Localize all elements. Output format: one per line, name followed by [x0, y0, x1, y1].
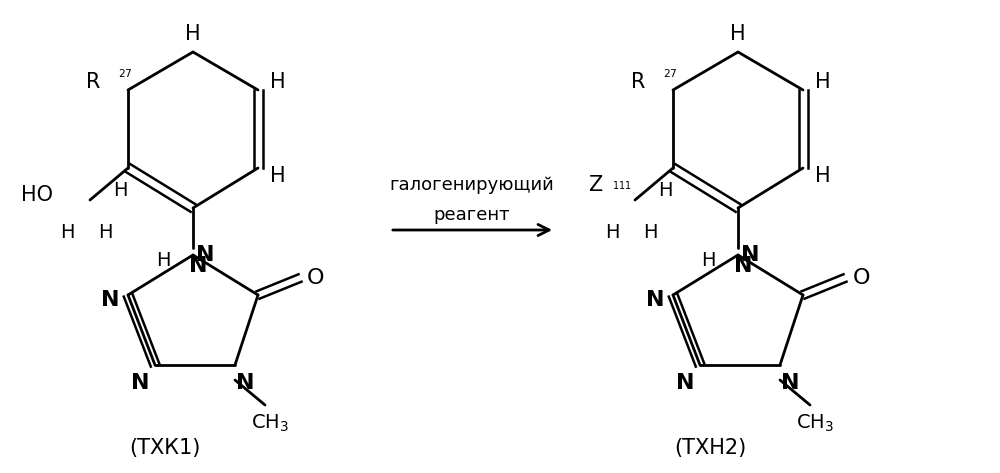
Text: N: N [734, 256, 752, 276]
Text: CH$_3$: CH$_3$ [251, 412, 289, 434]
Text: H: H [815, 166, 831, 186]
Text: O: O [852, 268, 870, 288]
Text: O: O [307, 268, 325, 288]
Text: H: H [643, 222, 657, 242]
Text: H: H [701, 251, 715, 270]
Text: N: N [196, 245, 214, 265]
Text: (ТХК1): (ТХК1) [129, 438, 201, 458]
Text: (ТХН2): (ТХН2) [674, 438, 746, 458]
Text: N: N [236, 373, 254, 393]
Text: N: N [101, 290, 119, 310]
Text: N: N [189, 256, 207, 276]
Text: $^{27}$: $^{27}$ [663, 70, 678, 86]
Text: H: H [605, 222, 619, 242]
Text: $^{27}$: $^{27}$ [118, 70, 133, 86]
Text: R: R [631, 72, 645, 92]
Text: Z: Z [588, 175, 602, 195]
Text: H: H [60, 222, 74, 242]
Text: H: H [270, 166, 286, 186]
Text: H: H [185, 24, 201, 44]
Text: H: H [730, 24, 746, 44]
Text: галогенирующий: галогенирующий [390, 176, 554, 194]
Text: HO: HO [21, 185, 53, 205]
Text: H: H [270, 72, 286, 92]
Text: $^{111}$: $^{111}$ [612, 181, 632, 195]
Text: N: N [646, 290, 664, 310]
Text: H: H [815, 72, 831, 92]
Text: реагент: реагент [434, 206, 510, 224]
Text: N: N [781, 373, 799, 393]
Text: N: N [676, 373, 694, 393]
Text: H: H [658, 181, 672, 200]
Text: H: H [113, 181, 127, 200]
Text: H: H [98, 222, 112, 242]
Text: R: R [86, 72, 100, 92]
Text: N: N [131, 373, 149, 393]
Text: H: H [156, 251, 170, 270]
Text: CH$_3$: CH$_3$ [796, 412, 834, 434]
Text: N: N [741, 245, 759, 265]
